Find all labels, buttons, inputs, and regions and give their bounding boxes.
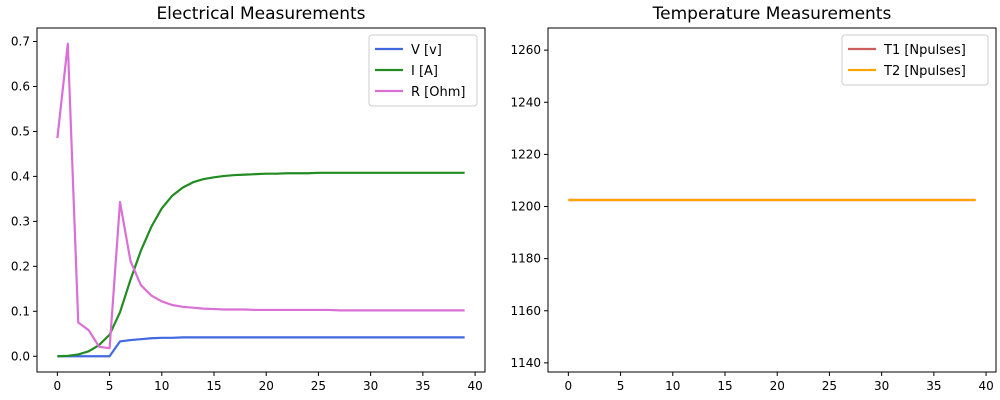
x-tick-label: 15	[717, 379, 732, 393]
x-tick-label: 25	[822, 379, 837, 393]
series-line-r-ohm	[56, 42, 465, 350]
legend: V [v] I [A] R [Ohm]	[368, 34, 478, 107]
x-tick-label: 30	[363, 379, 378, 393]
y-tick-label: 1200	[510, 200, 541, 214]
series-line-i-a	[57, 171, 465, 358]
chart-title: Electrical Measurements	[156, 4, 365, 24]
y-tick-label: 1260	[510, 43, 541, 57]
y-tick-label: 0.3	[11, 214, 30, 228]
legend-box	[841, 34, 989, 86]
chart-panel-1: Electrical Measurements 0 5 10 15 20 25 30 35 40 0…	[11, 4, 486, 393]
y-tick-label: 1140	[510, 356, 541, 370]
x-tick-label: 20	[259, 379, 274, 393]
legend: T1 [Npulses] T2 [Npulses]	[841, 34, 989, 86]
x-tick-label: 15	[206, 379, 221, 393]
plot-area-frame	[36, 27, 486, 373]
x-tick-label: 5	[617, 379, 625, 393]
y-tick-label: 0.0	[11, 349, 30, 363]
legend-label: T1 [Npulses]	[883, 43, 966, 58]
x-tick-label: 40	[978, 379, 993, 393]
y-tick-label: 0.1	[11, 304, 30, 318]
series-line-v-v	[57, 336, 465, 358]
y-tick-label: 1160	[510, 304, 541, 318]
chart-title: Temperature Measurements	[652, 4, 892, 24]
y-tick-label: 0.2	[11, 259, 30, 273]
x-tick-label: 10	[665, 379, 680, 393]
y-tick-label: 0.5	[11, 124, 30, 138]
legend-label: T2 [Npulses]	[883, 64, 966, 79]
y-tick-label: 0.6	[11, 79, 30, 93]
x-tick-label: 30	[874, 379, 889, 393]
chart-panel-2: Temperature Measurements 0 5 10 15 20 25 30 35 40…	[510, 4, 997, 393]
x-tick-label: 20	[770, 379, 785, 393]
x-tick-label: 40	[467, 379, 482, 393]
legend-box	[368, 34, 478, 107]
plot-area-frame	[547, 27, 997, 373]
x-tick-label: 0	[565, 379, 573, 393]
x-tick-label: 5	[106, 379, 114, 393]
y-tick-label: 0.7	[11, 34, 30, 48]
legend-label: R [Ohm]	[411, 85, 465, 100]
x-tick-label: 0	[54, 379, 62, 393]
y-tick-label: 1180	[510, 252, 541, 266]
legend-label: V [v]	[411, 43, 442, 58]
x-tick-label: 10	[154, 379, 169, 393]
x-tick-label: 35	[926, 379, 941, 393]
y-tick-label: 0.4	[11, 169, 30, 183]
x-tick-label: 35	[415, 379, 430, 393]
y-tick-label: 1240	[510, 95, 541, 109]
y-tick-label: 1220	[510, 147, 541, 161]
x-tick-label: 25	[311, 379, 326, 393]
legend-label: I [A]	[411, 64, 438, 79]
